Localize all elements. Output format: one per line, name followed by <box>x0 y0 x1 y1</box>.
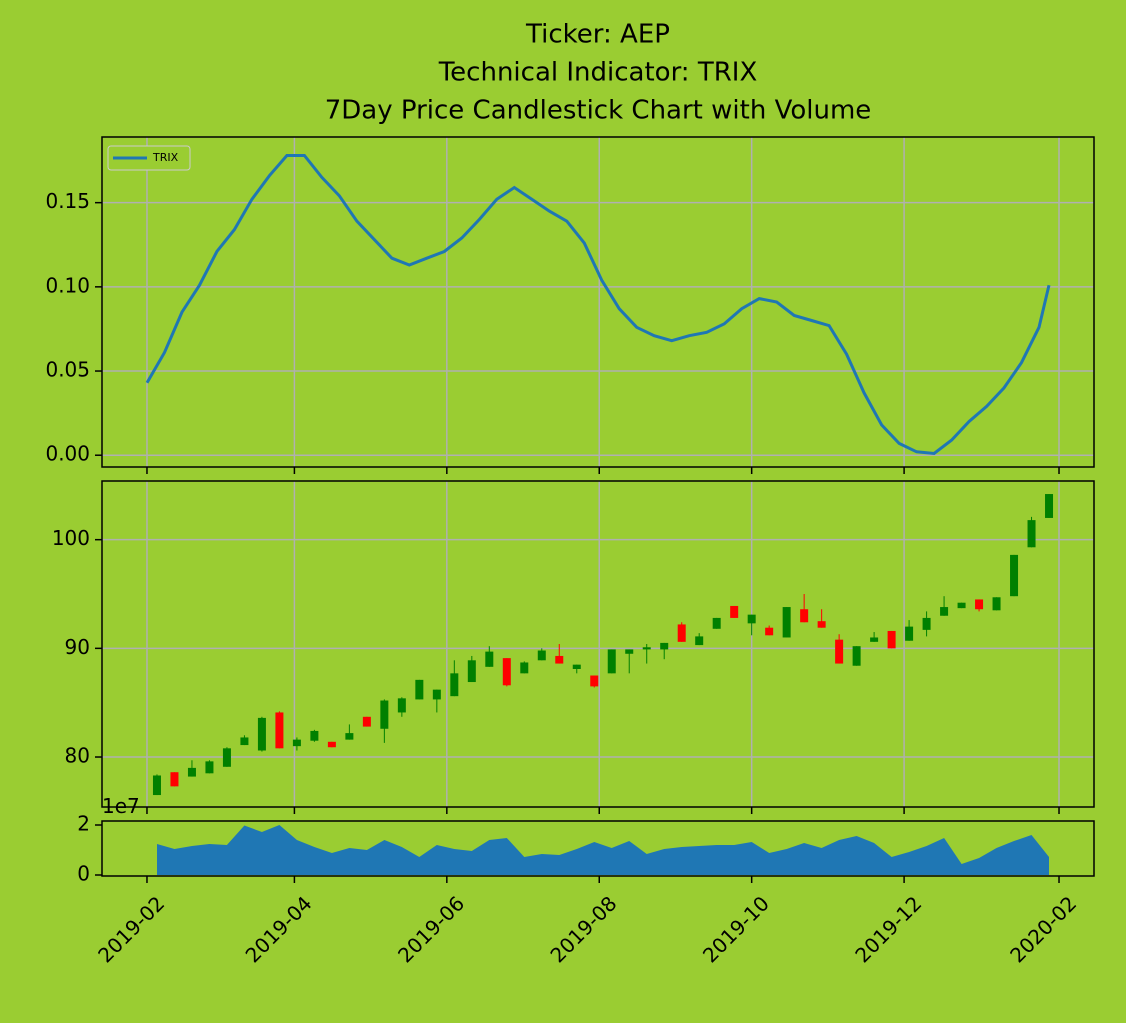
y-tick-label: 80 <box>65 744 90 768</box>
candle-body <box>905 626 914 641</box>
legend-label: TRIX <box>152 151 179 164</box>
candle-body <box>782 607 791 638</box>
y-tick-label: 100 <box>52 526 90 550</box>
y-tick-label: 2 <box>77 812 90 836</box>
candle-body <box>152 775 161 796</box>
candle-body <box>800 609 809 623</box>
area <box>157 825 1049 875</box>
plot-area <box>102 137 1094 467</box>
candle-body <box>607 649 616 674</box>
candle-body <box>625 649 634 654</box>
candle-body <box>327 741 336 748</box>
title-line: 7Day Price Candlestick Chart with Volume <box>325 96 872 126</box>
candle-body <box>240 737 249 746</box>
candle-body <box>835 639 844 664</box>
candle-body <box>380 700 389 729</box>
candle-body <box>222 748 231 767</box>
y-tick-label: 0.05 <box>45 358 90 382</box>
legend: TRIX <box>107 145 191 171</box>
y-tick-label: 0.15 <box>45 189 90 213</box>
candle-body <box>520 662 529 674</box>
candle-body <box>275 712 284 749</box>
candle-body <box>992 597 1001 611</box>
candle-body <box>590 675 599 687</box>
candle-body <box>975 599 984 610</box>
panel: 80 90 100 <box>52 480 1095 814</box>
candle-body <box>642 647 651 650</box>
candle-body <box>765 627 774 636</box>
y-tick-label: 0.00 <box>45 442 90 466</box>
candle-body <box>537 650 546 661</box>
candle-body <box>852 646 861 666</box>
candle-body <box>887 630 896 649</box>
candle-body <box>310 730 319 741</box>
legend-box <box>107 145 191 171</box>
y-offset-label: 1e7 <box>102 794 140 818</box>
candle-body <box>415 679 424 700</box>
plot-area <box>102 481 1094 807</box>
candle-body <box>397 698 406 713</box>
candle-body <box>1045 494 1054 518</box>
y-tick-label: 0.10 <box>45 273 90 297</box>
candle-body <box>940 607 949 616</box>
candle-body <box>187 767 196 777</box>
axes-frame <box>101 480 1095 808</box>
candle-body <box>730 605 739 618</box>
candle-body <box>170 772 179 787</box>
candle-body <box>870 637 879 642</box>
title-line: Technical Indicator: TRIX <box>438 58 758 88</box>
y-tick-label: 90 <box>65 635 90 659</box>
candle-body <box>747 614 756 624</box>
candle-body <box>205 761 214 774</box>
candle-body <box>555 655 564 664</box>
candle-body <box>1027 520 1036 548</box>
candle-body <box>660 642 669 650</box>
panel: 0.00 0.05 0.10 0.15 TRIX <box>45 136 1095 474</box>
line <box>145 154 1051 456</box>
candle-body <box>957 602 966 609</box>
candle-body <box>467 660 476 683</box>
axes-frame <box>101 820 1095 877</box>
y-tick-label: 0 <box>77 862 90 886</box>
candle-body <box>432 689 441 700</box>
candle-body <box>572 664 581 669</box>
candle-body <box>677 624 686 642</box>
candle-body <box>345 733 354 740</box>
candle-body <box>695 636 704 646</box>
candle-body <box>257 717 266 751</box>
candle-body <box>817 621 826 628</box>
candle-body <box>712 617 721 629</box>
candle-body <box>292 739 301 747</box>
candle-body <box>362 716 371 727</box>
candle-body <box>1010 554 1019 597</box>
candle-body <box>922 617 931 630</box>
candle-body <box>502 658 511 686</box>
axes-frame <box>101 136 1095 468</box>
candle-body <box>450 673 459 697</box>
candle-body <box>485 651 494 667</box>
title-line: Ticker: AEP <box>525 20 670 50</box>
